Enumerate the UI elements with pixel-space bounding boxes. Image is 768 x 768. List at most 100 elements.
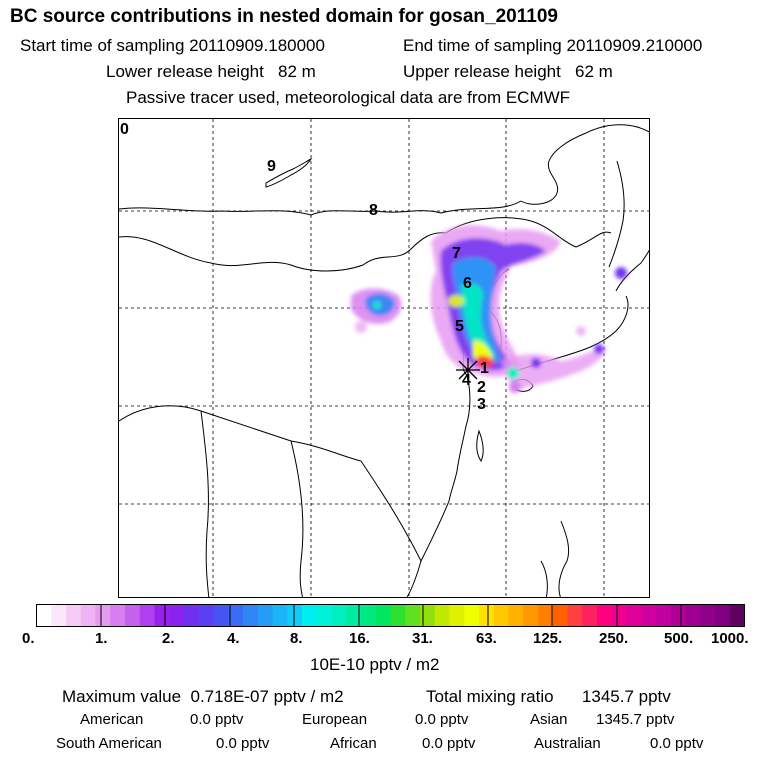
- colorbar-cell: [582, 604, 598, 627]
- trajectory-label-5: 5: [455, 318, 464, 335]
- end-time-value: 20110909.210000: [566, 36, 703, 55]
- region-european-name: European: [302, 711, 368, 728]
- region-african-value: 0.0 pptv: [422, 735, 476, 752]
- colorbar-cell: [66, 604, 82, 627]
- colorbar-cell: [375, 604, 391, 627]
- colorbar-tick-4: 4.: [227, 630, 240, 647]
- max-value-number: 0.718E-07 pptv / m2: [190, 687, 344, 706]
- upper-release: Upper release height 62 m: [403, 62, 613, 82]
- colorbar-cells: [36, 604, 745, 627]
- region-asian-value: 1345.7 pptv: [596, 711, 675, 728]
- start-time-value: 20110909.180000: [189, 36, 325, 55]
- region-south-american-value: 0.0 pptv: [216, 735, 270, 752]
- trajectory-label-8: 8: [369, 202, 378, 219]
- trajectory-label-6: 6: [463, 275, 472, 292]
- map-corner-label: 0: [120, 121, 129, 138]
- trajectory-label-9: 9: [267, 158, 276, 175]
- start-time-label: Start time of sampling: [20, 36, 185, 55]
- colorbar-cell: [552, 604, 568, 627]
- colorbar-cell: [449, 604, 465, 627]
- colorbar-tick-8: 8.: [290, 630, 303, 647]
- colorbar-tick-31: 31.: [412, 630, 433, 647]
- end-time-label: End time of sampling: [403, 36, 562, 55]
- colorbar-cell: [316, 604, 332, 627]
- colorbar-cell: [51, 604, 67, 627]
- colorbar-cell: [538, 604, 554, 627]
- region-australian-value: 0.0 pptv: [650, 735, 704, 752]
- colorbar-tick-500: 500.: [664, 630, 694, 647]
- colorbar-cell: [272, 604, 288, 627]
- region-american-value: 0.0 pptv: [190, 711, 244, 728]
- trajectory-label-7: 7: [452, 245, 461, 262]
- colorbar-cell: [700, 604, 716, 627]
- trajectory-label-3: 3: [477, 396, 486, 413]
- colorbar-cell: [523, 604, 539, 627]
- colorbar-tick-250: 250.: [599, 630, 629, 647]
- colorbar-cell: [656, 604, 672, 627]
- start-time: Start time of sampling 20110909.180000: [20, 36, 325, 56]
- lower-release-value: 82 m: [278, 62, 316, 81]
- region-asian-name: Asian: [530, 711, 568, 728]
- colorbar-cell: [479, 604, 495, 627]
- region-south-american-name: South American: [56, 735, 162, 752]
- colorbar-cell: [331, 604, 347, 627]
- colorbar-tick-63: 63.: [476, 630, 497, 647]
- colorbar-cell: [198, 604, 214, 627]
- colorbar-dividers: [36, 604, 745, 627]
- upper-release-value: 62 m: [575, 62, 613, 81]
- colorbar-cell: [154, 604, 170, 627]
- colorbar-cell: [257, 604, 273, 627]
- colorbar-cell: [95, 604, 111, 627]
- colorbar-tick-16: 16.: [349, 630, 370, 647]
- map-panel: 0 1 2 3 4 5 6 7 8 9: [118, 118, 650, 598]
- colorbar-cell: [597, 604, 613, 627]
- colorbar-cell: [139, 604, 155, 627]
- colorbar-cell: [80, 604, 96, 627]
- lower-release-label: Lower release height: [106, 62, 264, 81]
- total-mixing-ratio-value: 1345.7 pptv: [581, 687, 671, 706]
- colorbar-cell: [228, 604, 244, 627]
- colorbar-cell: [243, 604, 259, 627]
- colorbar-cell: [493, 604, 509, 627]
- colorbar-cell: [420, 604, 436, 627]
- colorbar-cell: [125, 604, 141, 627]
- colorbar-cell: [611, 604, 627, 627]
- total-mixing-ratio-label: Total mixing ratio: [426, 687, 554, 706]
- colorbar-tick-125: 125.: [533, 630, 563, 647]
- region-australian-name: Australian: [534, 735, 601, 752]
- max-value: Maximum value 0.718E-07 pptv / m2: [62, 687, 344, 707]
- colorbar-cell: [685, 604, 701, 627]
- colorbar-cell: [287, 604, 303, 627]
- colorbar-tick-2: 2.: [162, 630, 175, 647]
- colorbar-cell: [390, 604, 406, 627]
- colorbar: [36, 604, 745, 627]
- colorbar-cell: [670, 604, 686, 627]
- tracer-note: Passive tracer used, meteorological data…: [126, 88, 571, 107]
- colorbar-cell: [213, 604, 229, 627]
- end-time: End time of sampling 20110909.210000: [403, 36, 702, 56]
- colorbar-cell: [729, 604, 745, 627]
- colorbar-cell: [434, 604, 450, 627]
- colorbar-cell: [405, 604, 421, 627]
- region-african-name: African: [330, 735, 377, 752]
- trajectory-label-1: 1: [480, 360, 489, 377]
- colorbar-cell: [626, 604, 642, 627]
- map-canvas: [119, 119, 649, 597]
- colorbar-tick-1000: 1000.: [711, 630, 749, 647]
- release-site-marker: [456, 358, 480, 382]
- colorbar-cell: [715, 604, 731, 627]
- graticule: [119, 119, 649, 597]
- colorbar-cell: [464, 604, 480, 627]
- max-value-label: Maximum value: [62, 687, 182, 706]
- concentration-field: [351, 225, 627, 393]
- region-american-name: American: [80, 711, 144, 728]
- lower-release: Lower release height 82 m: [106, 62, 316, 82]
- colorbar-cell: [110, 604, 126, 627]
- trajectory-label-2: 2: [477, 379, 486, 396]
- plot-title: BC source contributions in nested domain…: [10, 6, 558, 27]
- colorbar-cell: [641, 604, 657, 627]
- colorbar-cell: [346, 604, 362, 627]
- trajectory-label-4: 4: [462, 372, 471, 389]
- colorbar-cell: [302, 604, 318, 627]
- upper-release-label: Upper release height: [403, 62, 561, 81]
